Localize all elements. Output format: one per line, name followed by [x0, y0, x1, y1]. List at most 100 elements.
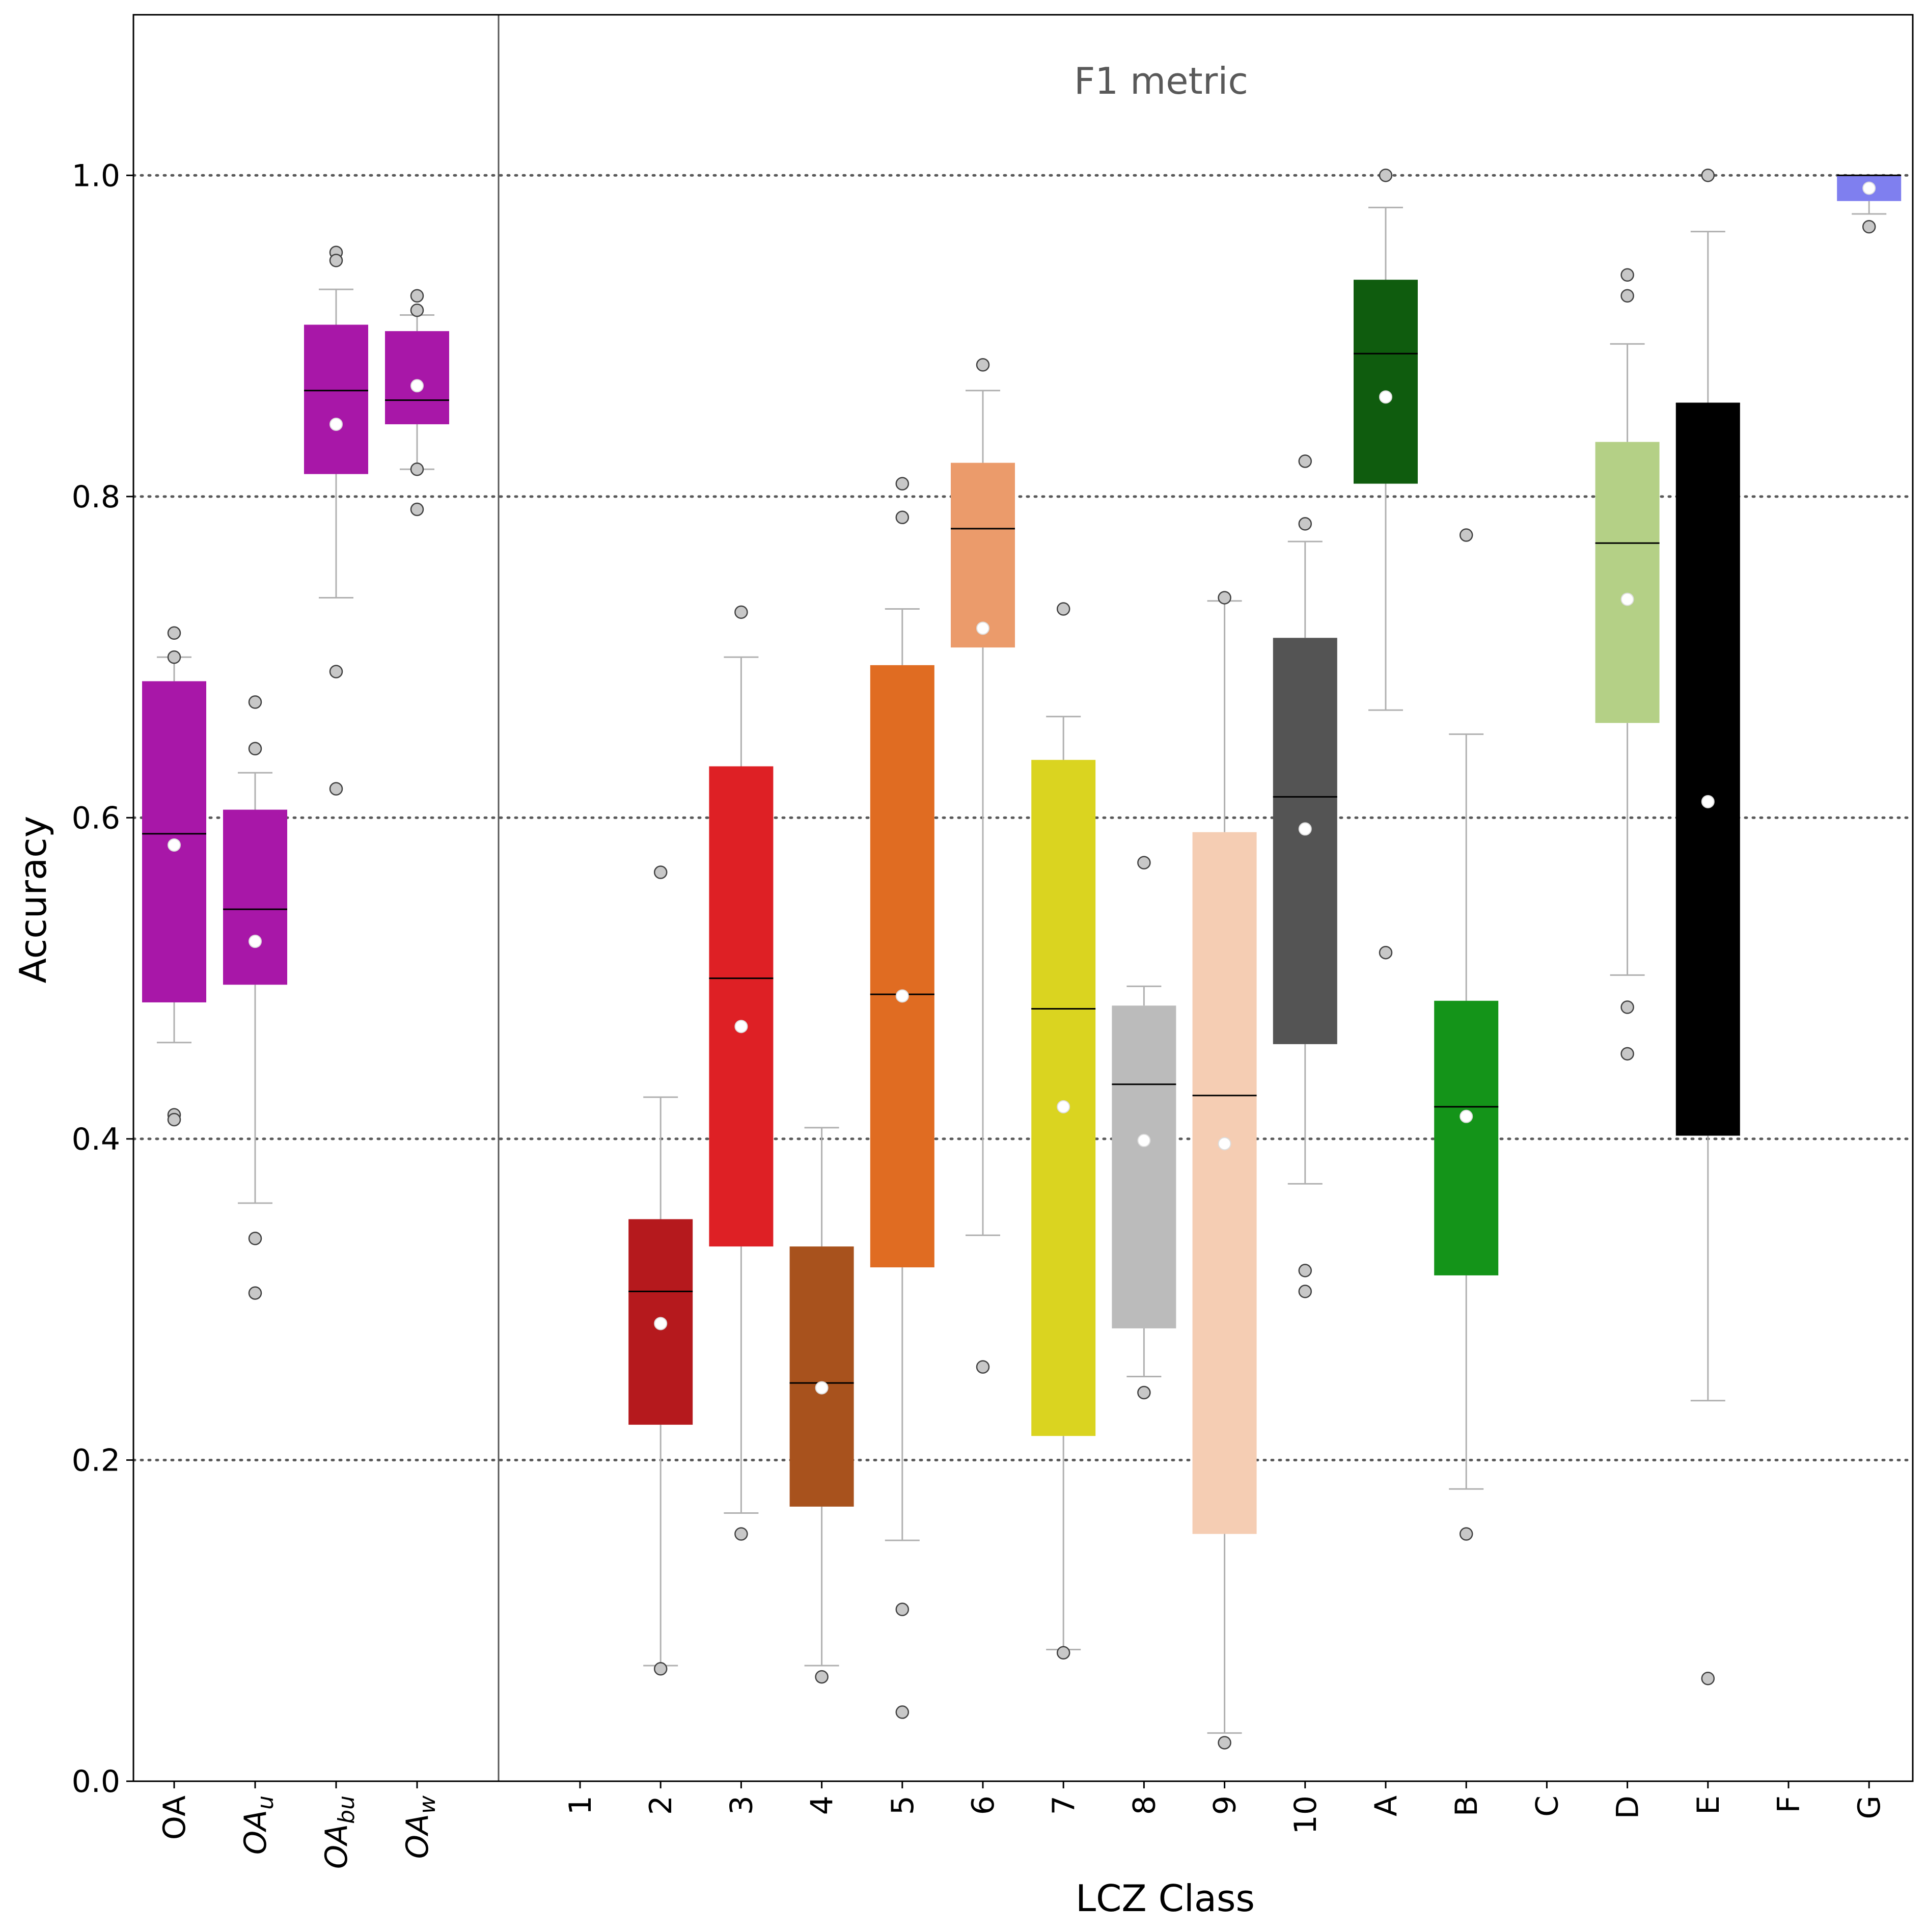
outlier-point: [976, 358, 990, 372]
box-body: [1273, 638, 1337, 1044]
outlier-point: [329, 782, 343, 796]
mean-point: [1057, 1100, 1070, 1113]
x-tick-label: 6: [966, 1795, 1001, 1815]
mean-point: [654, 1317, 668, 1330]
x-tick-label: 3: [724, 1795, 759, 1815]
x-tick-label: 9: [1207, 1795, 1243, 1815]
x-tick-label: C: [1529, 1795, 1565, 1817]
box-body: [1192, 832, 1257, 1534]
mean-point: [1620, 592, 1634, 606]
box-body: [709, 766, 774, 1247]
box-body: [1595, 442, 1660, 723]
outlier-point: [1056, 1646, 1070, 1660]
mean-point: [1862, 181, 1876, 195]
outlier-point: [1620, 1047, 1634, 1061]
box-d: [1595, 268, 1660, 1061]
box-body: [385, 331, 449, 424]
outlier-point: [1379, 169, 1393, 182]
box-body: [223, 809, 287, 985]
y-tick-label: 0.0: [72, 1764, 120, 1800]
x-tick-label: F: [1771, 1795, 1807, 1813]
outlier-point: [1620, 268, 1634, 282]
outlier-point: [167, 626, 181, 640]
outlier-point: [895, 1705, 910, 1719]
x-axis-title: LCZ Class: [1076, 1877, 1255, 1920]
outlier-point: [895, 1602, 910, 1616]
box-body: [1434, 1000, 1499, 1275]
box-g: [1837, 174, 1902, 234]
outlier-point: [895, 510, 910, 525]
y-tick-label: 1.0: [72, 158, 120, 194]
x-tick-label: OAbu: [319, 1795, 360, 1869]
box-oaw: [385, 289, 449, 516]
box-body: [951, 462, 1015, 648]
x-tick-label: 4: [805, 1795, 840, 1815]
box-3: [709, 605, 774, 1541]
box-oau: [223, 695, 287, 1300]
outlier-point: [329, 665, 343, 678]
x-tick-label: OAu: [238, 1795, 279, 1855]
outlier-point: [1056, 602, 1070, 616]
outlier-point: [1701, 1671, 1715, 1685]
x-tick-label: OA: [157, 1795, 192, 1840]
box-body: [304, 324, 368, 474]
box-9: [1192, 591, 1257, 1750]
outlier-point: [1137, 1385, 1151, 1400]
mean-point: [249, 935, 262, 948]
box-oabu: [304, 246, 368, 796]
mean-point: [1379, 390, 1392, 404]
mean-point: [168, 838, 181, 852]
y-tick-label: 0.6: [72, 800, 120, 836]
outlier-point: [1298, 454, 1312, 468]
plot-frame: [132, 14, 1914, 1782]
y-tick-label: 0.8: [72, 479, 120, 515]
chart-annotation: F1 metric: [1074, 60, 1248, 102]
outlier-point: [248, 695, 262, 709]
outlier-point: [1137, 856, 1151, 869]
outlier-point: [248, 742, 262, 756]
outlier-point: [167, 650, 181, 664]
box-10: [1273, 454, 1337, 1298]
mean-point: [1218, 1137, 1231, 1151]
box-2: [628, 865, 693, 1676]
outlier-point: [410, 289, 424, 303]
outlier-point: [653, 1662, 668, 1676]
mean-point: [1137, 1134, 1151, 1148]
outlier-point: [1701, 169, 1715, 182]
outlier-point: [1459, 528, 1473, 542]
mean-point: [410, 379, 424, 393]
box-6: [951, 358, 1015, 1374]
box-body: [1031, 759, 1096, 1436]
x-tick-label: OAw: [400, 1795, 441, 1859]
box-body: [1112, 1005, 1176, 1328]
box-8: [1112, 856, 1176, 1400]
mean-point: [895, 989, 909, 1003]
x-tick-label: 10: [1288, 1795, 1324, 1834]
outlier-point: [410, 462, 424, 476]
outlier-point: [976, 1360, 990, 1374]
outlier-point: [1862, 220, 1876, 234]
outlier-point: [410, 303, 424, 317]
box-b: [1434, 528, 1499, 1541]
box-body: [789, 1246, 854, 1507]
box-a: [1354, 169, 1418, 960]
outlier-point: [653, 865, 668, 879]
box-body: [1675, 403, 1740, 1136]
x-tick-label: 5: [885, 1795, 921, 1815]
x-axis: OA OAu OAbu OAw 1 2 3 4 5 6 7 8 9 10 A B C D E F G: [157, 1781, 1887, 1869]
box-5: [870, 477, 934, 1719]
x-tick-label: 7: [1046, 1795, 1082, 1815]
x-tick-label: 8: [1126, 1795, 1162, 1815]
outlier-point: [167, 1112, 181, 1127]
mean-point: [976, 621, 989, 635]
outlier-point: [734, 605, 748, 619]
box-body: [1354, 280, 1418, 484]
y-axis: 0.0 0.2 0.4 0.6 0.8 1.0: [72, 158, 133, 1800]
box-body: [870, 665, 934, 1268]
mean-point: [1701, 795, 1715, 808]
outlier-point: [248, 1232, 262, 1245]
mean-point: [1298, 822, 1312, 836]
y-axis-title: Accuracy: [12, 816, 54, 984]
outlier-point: [248, 1286, 262, 1300]
